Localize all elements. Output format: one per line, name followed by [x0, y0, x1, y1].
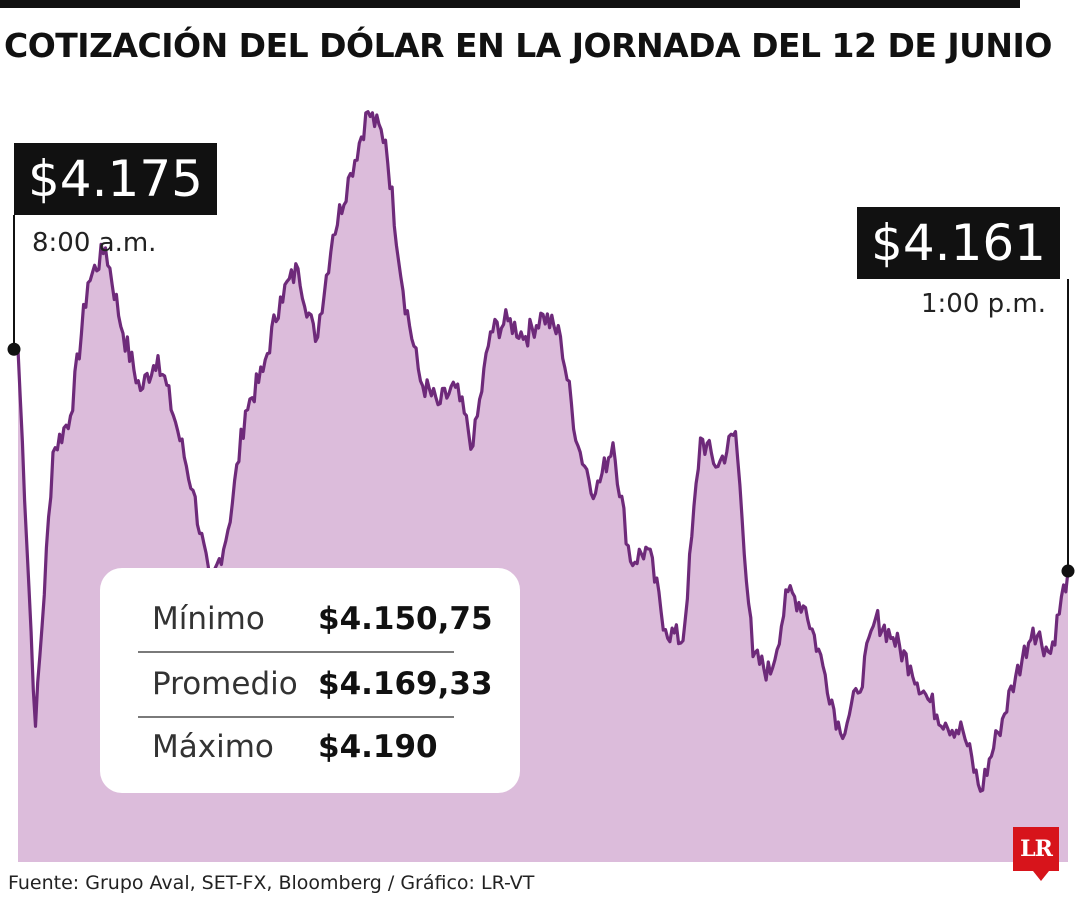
- source-note: Fuente: Grupo Aval, SET-FX, Bloomberg / …: [8, 872, 535, 894]
- top-rule: [0, 0, 1020, 8]
- end-price-label: $4.161: [857, 207, 1060, 279]
- price-line: [16, 110, 1070, 793]
- stat-value: $4.150,75: [318, 601, 493, 637]
- end-point: [1061, 564, 1075, 578]
- stat-value: $4.190: [318, 729, 438, 765]
- start-time-label: 8:00 a.m.: [32, 228, 157, 258]
- start-price-label: $4.175: [14, 143, 217, 215]
- stat-label: Máximo: [152, 729, 274, 765]
- stat-label: Mínimo: [152, 601, 265, 637]
- chart-title: COTIZACIÓN DEL DÓLAR EN LA JORNADA DEL 1…: [4, 26, 1052, 65]
- start-point: [7, 342, 21, 356]
- lr-logo: LR: [1013, 827, 1059, 881]
- stat-value: $4.169,33: [318, 666, 493, 702]
- stats-panel: Mínimo $4.150,75 Promedio $4.169,33 Máxi…: [100, 568, 520, 793]
- stat-row-maximum: Máximo $4.190: [138, 715, 454, 779]
- stat-label: Promedio: [152, 666, 298, 702]
- stat-row-average: Promedio $4.169,33: [138, 652, 493, 718]
- end-time-label: 1:00 p.m.: [920, 289, 1046, 319]
- stat-row-minimum: Mínimo $4.150,75: [138, 587, 493, 653]
